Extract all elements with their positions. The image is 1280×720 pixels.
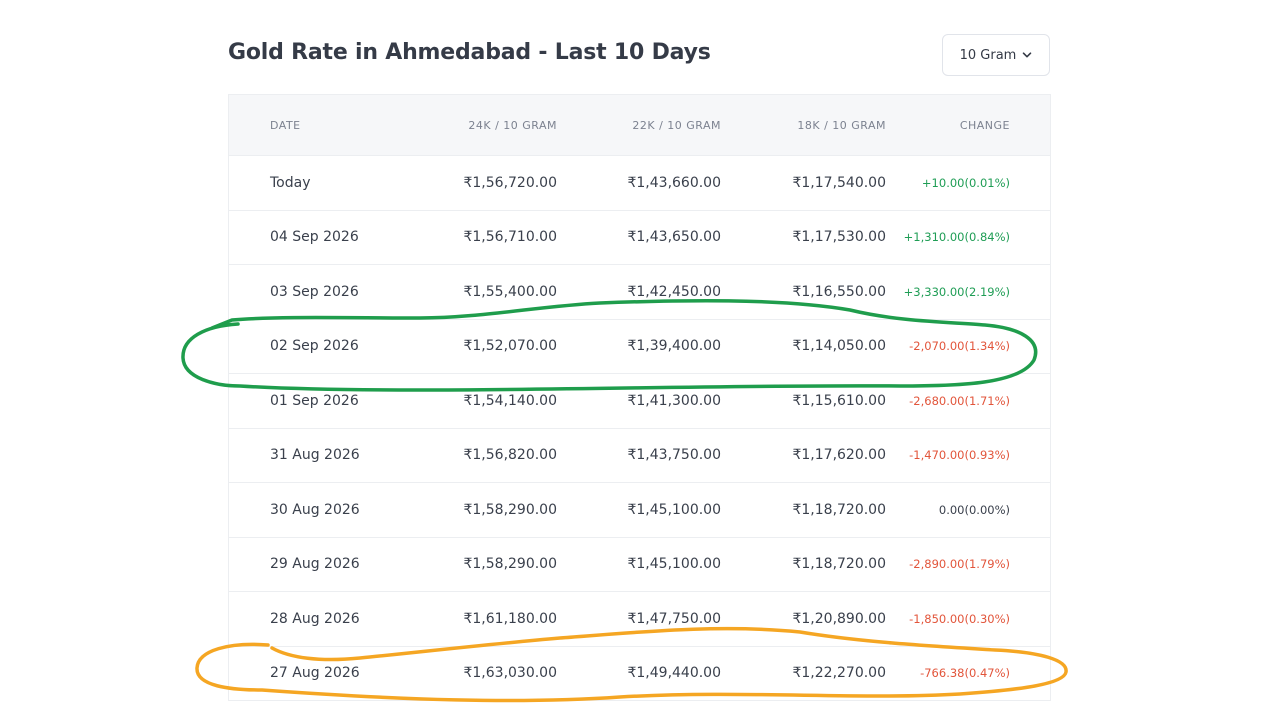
cell-date: Today xyxy=(270,174,311,191)
cell-date: 27 Aug 2026 xyxy=(270,665,360,682)
cell-24k-rate: ₹1,56,820.00 xyxy=(463,447,557,464)
unit-select-value: 10 Gram xyxy=(959,47,1017,63)
cell-change: -766.38(0.47%) xyxy=(920,666,1010,681)
cell-date: 01 Sep 2026 xyxy=(270,392,359,409)
cell-22k-rate: ₹1,43,660.00 xyxy=(627,174,721,191)
table-row: 28 Aug 2026 ₹1,61,180.00 ₹1,47,750.00 ₹1,20… xyxy=(229,592,1050,647)
cell-date: 04 Sep 2026 xyxy=(270,229,359,246)
cell-18k-rate: ₹1,20,890.00 xyxy=(792,610,886,627)
cell-date: 03 Sep 2026 xyxy=(270,283,359,300)
cell-date: 29 Aug 2026 xyxy=(270,556,360,573)
cell-24k-rate: ₹1,58,290.00 xyxy=(463,501,557,518)
cell-18k-rate: ₹1,17,540.00 xyxy=(792,174,886,191)
column-header-18k: 18K / 10 GRAM xyxy=(797,118,886,132)
cell-date: 31 Aug 2026 xyxy=(270,447,360,464)
table-row: 30 Aug 2026 ₹1,58,290.00 ₹1,45,100.00 ₹1,18… xyxy=(229,483,1050,538)
cell-24k-rate: ₹1,55,400.00 xyxy=(463,283,557,300)
cell-change: -1,470.00(0.93%) xyxy=(909,448,1010,463)
cell-18k-rate: ₹1,14,050.00 xyxy=(792,338,886,355)
cell-18k-rate: ₹1,18,720.00 xyxy=(792,501,886,518)
cell-24k-rate: ₹1,56,720.00 xyxy=(463,174,557,191)
cell-change: -2,680.00(1.71%) xyxy=(909,393,1010,408)
column-header-change: CHANGE xyxy=(959,118,1010,132)
cell-24k-rate: ₹1,61,180.00 xyxy=(463,610,557,627)
cell-change: +1,310.00(0.84%) xyxy=(903,230,1010,245)
table-row: 04 Sep 2026 ₹1,56,710.00 ₹1,43,650.00 ₹1,17… xyxy=(229,211,1050,265)
cell-22k-rate: ₹1,45,100.00 xyxy=(627,556,721,573)
cell-18k-rate: ₹1,17,530.00 xyxy=(792,229,886,246)
table-row: Today ₹1,56,720.00 ₹1,43,660.00 ₹1,17,540.0… xyxy=(229,156,1050,211)
cell-18k-rate: ₹1,18,720.00 xyxy=(792,556,886,573)
cell-18k-rate: ₹1,22,270.00 xyxy=(792,665,886,682)
cell-18k-rate: ₹1,15,610.00 xyxy=(792,392,886,409)
cell-date: 28 Aug 2026 xyxy=(270,610,360,627)
column-header-24k: 24K / 10 GRAM xyxy=(468,118,557,132)
cell-18k-rate: ₹1,16,550.00 xyxy=(792,283,886,300)
table-row: 29 Aug 2026 ₹1,58,290.00 ₹1,45,100.00 ₹1,18… xyxy=(229,538,1050,592)
cell-24k-rate: ₹1,54,140.00 xyxy=(463,392,557,409)
cell-change: +10.00(0.01%) xyxy=(921,175,1010,190)
unit-select-dropdown[interactable]: 10 Gram xyxy=(942,34,1050,76)
cell-22k-rate: ₹1,47,750.00 xyxy=(627,610,721,627)
cell-24k-rate: ₹1,56,710.00 xyxy=(463,229,557,246)
cell-change: +3,330.00(2.19%) xyxy=(903,284,1010,299)
cell-date: 30 Aug 2026 xyxy=(270,501,360,518)
cell-24k-rate: ₹1,58,290.00 xyxy=(463,556,557,573)
page-title: Gold Rate in Ahmedabad - Last 10 Days xyxy=(228,40,711,65)
table-row: 01 Sep 2026 ₹1,54,140.00 ₹1,41,300.00 ₹1,15… xyxy=(229,374,1050,429)
table-row: 02 Sep 2026 ₹1,52,070.00 ₹1,39,400.00 ₹1,14… xyxy=(229,320,1050,374)
cell-22k-rate: ₹1,49,440.00 xyxy=(627,665,721,682)
cell-22k-rate: ₹1,43,650.00 xyxy=(627,229,721,246)
cell-22k-rate: ₹1,43,750.00 xyxy=(627,447,721,464)
column-header-22k: 22K / 10 GRAM xyxy=(632,118,721,132)
cell-change: -2,070.00(1.34%) xyxy=(909,339,1010,354)
cell-change: -2,890.00(1.79%) xyxy=(909,557,1010,572)
cell-change: 0.00(0.00%) xyxy=(938,502,1010,517)
column-header-date: DATE xyxy=(270,118,301,132)
cell-22k-rate: ₹1,42,450.00 xyxy=(627,283,721,300)
table-row: 03 Sep 2026 ₹1,55,400.00 ₹1,42,450.00 ₹1,16… xyxy=(229,265,1050,320)
gold-rate-table: DATE 24K / 10 GRAM 22K / 10 GRAM 18K / 1… xyxy=(228,94,1051,701)
table-row: 27 Aug 2026 ₹1,63,030.00 ₹1,49,440.00 ₹1,22… xyxy=(229,647,1050,701)
cell-22k-rate: ₹1,45,100.00 xyxy=(627,501,721,518)
cell-change: -1,850.00(0.30%) xyxy=(909,611,1010,626)
cell-22k-rate: ₹1,39,400.00 xyxy=(627,338,721,355)
table-row: 31 Aug 2026 ₹1,56,820.00 ₹1,43,750.00 ₹1,17… xyxy=(229,429,1050,483)
table-header: DATE 24K / 10 GRAM 22K / 10 GRAM 18K / 1… xyxy=(229,95,1050,156)
cell-18k-rate: ₹1,17,620.00 xyxy=(792,447,886,464)
cell-24k-rate: ₹1,52,070.00 xyxy=(463,338,557,355)
cell-24k-rate: ₹1,63,030.00 xyxy=(463,665,557,682)
table-body: Today ₹1,56,720.00 ₹1,43,660.00 ₹1,17,540.0… xyxy=(229,156,1050,701)
cell-22k-rate: ₹1,41,300.00 xyxy=(627,392,721,409)
chevron-down-icon xyxy=(1023,52,1032,58)
cell-date: 02 Sep 2026 xyxy=(270,338,359,355)
